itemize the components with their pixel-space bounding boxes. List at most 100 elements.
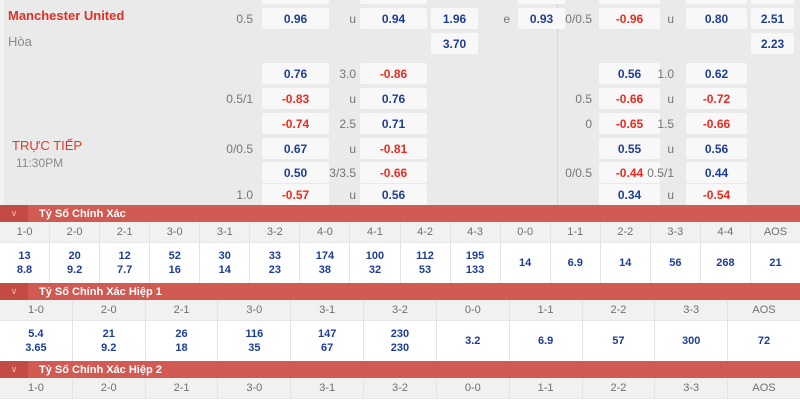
odds-cell[interactable]: 0.34 (599, 184, 660, 205)
score-odds-cell[interactable]: 21 9.2 (73, 321, 145, 361)
score-odds-cell[interactable]: 13 8.8 (0, 243, 49, 283)
odds-cell[interactable]: -0.66 (360, 162, 427, 183)
odds-cell[interactable]: 2.51 (751, 8, 794, 29)
score-odds-value[interactable]: 21 (102, 327, 115, 340)
score-odds-cell[interactable]: 33 23 (250, 243, 299, 283)
section-header-correct-score-half1[interactable]: ∨ Tỷ Số Chính Xác Hiệp 1 (0, 283, 800, 300)
score-odds-cell[interactable]: 147 67 (291, 321, 363, 361)
odds-cell[interactable]: 0.50 (262, 162, 329, 183)
odds-cell[interactable]: 2.23 (751, 33, 794, 54)
score-odds-value[interactable]: 67 (321, 341, 334, 354)
score-odds-value[interactable]: 23 (268, 263, 281, 276)
score-odds-value[interactable]: 33 (268, 249, 281, 262)
score-odds-value[interactable]: 7.7 (117, 263, 133, 276)
score-odds-cell[interactable]: 300 (655, 321, 727, 361)
odds-cell[interactable]: -0.74 (262, 113, 329, 134)
score-odds-value[interactable]: 112 (416, 249, 434, 262)
odds-cell[interactable]: -0.81 (360, 138, 427, 159)
score-odds-value[interactable]: 9.2 (101, 341, 117, 354)
odds-cell[interactable]: -0.44 (599, 162, 660, 183)
score-odds-cell[interactable]: 12 7.7 (100, 243, 149, 283)
odds-cell[interactable]: -0.54 (686, 184, 747, 205)
score-odds-value[interactable]: 14 (619, 256, 632, 269)
score-odds-cell[interactable]: 57 (583, 321, 655, 361)
score-odds-value[interactable]: 16 (168, 263, 181, 276)
odds-cell[interactable]: 0.93 (518, 8, 565, 29)
chevron-down-icon[interactable]: ∨ (0, 205, 28, 222)
odds-cell[interactable]: 3.70 (431, 33, 478, 54)
score-odds-value[interactable]: 133 (465, 263, 485, 276)
score-odds-cell[interactable]: 230 230 (364, 321, 436, 361)
score-odds-value[interactable]: 195 (465, 249, 485, 262)
score-odds-cell[interactable]: 56 (651, 243, 700, 283)
odds-cell[interactable]: 0.44 (686, 162, 747, 183)
score-odds-value[interactable]: 230 (390, 327, 410, 340)
score-odds-value[interactable]: 52 (168, 249, 181, 262)
score-odds-cell[interactable]: 5.4 3.65 (0, 321, 72, 361)
section-header-correct-score-half2[interactable]: ∨ Tỷ Số Chính Xác Hiệp 2 (0, 361, 800, 378)
score-odds-value[interactable]: 5.4 (28, 327, 44, 340)
score-odds-cell[interactable]: 112 53 (401, 243, 450, 283)
score-odds-value[interactable]: 14 (218, 263, 231, 276)
score-odds-value[interactable]: 56 (669, 256, 682, 269)
score-odds-value[interactable]: 53 (418, 263, 432, 276)
odds-cell[interactable]: -0.83 (262, 88, 329, 109)
score-odds-value[interactable]: 116 (245, 327, 264, 340)
odds-cell[interactable]: -0.72 (686, 88, 747, 109)
score-odds-value[interactable]: 72 (757, 334, 771, 347)
score-odds-value[interactable]: 268 (716, 256, 735, 269)
score-odds-cell[interactable]: 116 35 (218, 321, 290, 361)
odds-cell[interactable]: -0.66 (686, 113, 747, 134)
score-odds-value[interactable]: 26 (175, 327, 188, 340)
score-odds-value[interactable]: 30 (218, 249, 231, 262)
score-odds-value[interactable]: 14 (519, 256, 532, 269)
score-odds-value[interactable]: 38 (318, 263, 332, 276)
score-odds-cell[interactable]: 20 9.2 (50, 243, 99, 283)
odds-cell[interactable]: 0.76 (360, 88, 427, 109)
odds-cell[interactable]: 0.94 (360, 8, 427, 29)
score-odds-value[interactable]: 35 (248, 341, 261, 354)
odds-cell[interactable]: -0.65 (599, 113, 660, 134)
odds-cell[interactable]: -0.57 (262, 184, 329, 205)
odds-cell[interactable]: 0.71 (360, 113, 427, 134)
score-odds-value[interactable]: 20 (68, 249, 81, 262)
score-odds-cell[interactable]: 52 16 (150, 243, 199, 283)
score-odds-value[interactable]: 32 (368, 263, 382, 276)
score-odds-cell[interactable]: 26 18 (146, 321, 218, 361)
score-odds-cell[interactable]: 174 38 (300, 243, 349, 283)
odds-cell[interactable]: 0.56 (599, 63, 660, 84)
score-odds-value[interactable]: 6.9 (537, 334, 554, 347)
score-odds-cell[interactable]: 14 (501, 243, 550, 283)
score-odds-value[interactable]: 9.2 (66, 263, 83, 276)
score-odds-value[interactable]: 13 (18, 249, 31, 262)
odds-cell[interactable]: -0.86 (360, 63, 427, 84)
odds-cell[interactable]: 0.76 (262, 63, 329, 84)
odds-cell[interactable]: 0.67 (262, 138, 329, 159)
score-odds-value[interactable]: 18 (175, 341, 188, 354)
score-odds-cell[interactable]: 268 (701, 243, 750, 283)
score-odds-value[interactable]: 6.9 (567, 256, 583, 269)
score-odds-cell[interactable]: 21 (751, 243, 800, 283)
odds-cell[interactable]: 0.62 (686, 63, 747, 84)
odds-cell[interactable]: 0.55 (599, 138, 660, 159)
score-odds-value[interactable]: 21 (769, 256, 782, 269)
score-odds-cell[interactable]: 3.2 (437, 321, 509, 361)
score-odds-value[interactable]: 147 (317, 327, 337, 340)
score-odds-cell[interactable]: 195 133 (451, 243, 500, 283)
score-odds-cell[interactable]: 72 (728, 321, 800, 361)
score-odds-value[interactable]: 300 (682, 334, 701, 347)
score-odds-value[interactable]: 3.65 (25, 341, 47, 354)
score-odds-value[interactable]: 3.2 (465, 334, 481, 347)
odds-cell[interactable]: 0.96 (262, 8, 329, 29)
odds-cell[interactable]: 0.56 (360, 184, 427, 205)
odds-cell[interactable]: -0.66 (599, 88, 660, 109)
score-odds-value[interactable]: 57 (612, 334, 625, 347)
odds-cell[interactable]: -0.96 (599, 8, 660, 29)
score-odds-value[interactable]: 100 (365, 249, 385, 262)
odds-cell[interactable]: 0.56 (686, 138, 747, 159)
score-odds-value[interactable]: 12 (118, 249, 131, 262)
score-odds-cell[interactable]: 14 (601, 243, 650, 283)
score-odds-value[interactable]: 8.8 (16, 263, 33, 276)
score-odds-cell[interactable]: 30 14 (200, 243, 249, 283)
score-odds-value[interactable]: 230 (390, 341, 410, 354)
